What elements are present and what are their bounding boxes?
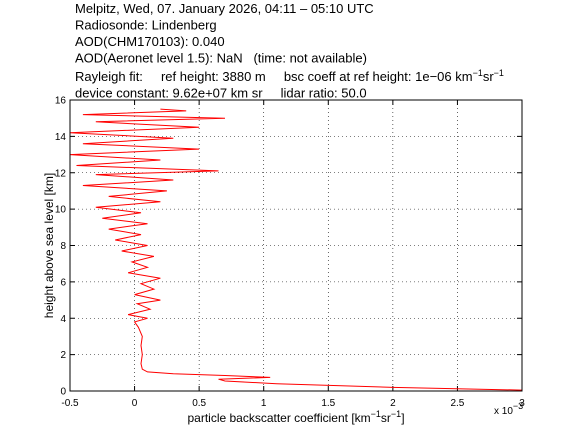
x-tick-label: 1 (261, 398, 267, 409)
header-line: Melpitz, Wed, 07. January 2026, 04:11 – … (75, 1, 374, 16)
y-tick-label: 12 (55, 168, 67, 179)
y-tick-label: 2 (60, 350, 66, 361)
text-piece: particle backscatter coefficient [km (187, 411, 370, 425)
text-piece: x 10 (494, 406, 513, 417)
text-piece: Radiosonde: Lindenberg (75, 18, 217, 33)
text-piece: sr (483, 69, 495, 84)
superscript: −1 (371, 409, 381, 419)
superscript: −3 (513, 401, 523, 411)
superscript: −1 (494, 68, 504, 78)
text-piece: ] (401, 411, 404, 425)
superscript: −1 (391, 409, 401, 419)
data-line (69, 108, 523, 391)
y-tick-label: 6 (60, 277, 66, 288)
x-tick-label: 1.5 (321, 398, 335, 409)
x-tick-label: 3 (519, 398, 525, 409)
y-tick-label: 8 (60, 241, 66, 252)
x-tick-label: 0 (132, 398, 138, 409)
y-tick-label: 4 (60, 314, 66, 325)
text-piece: Melpitz, Wed, 07. January 2026, 04:11 – … (75, 1, 374, 16)
header-line: Rayleigh fit: ref height: 3880 m bsc coe… (75, 68, 504, 84)
text-piece: AOD(CHM170103): 0.040 (75, 34, 225, 49)
x-tick-label: 2.5 (450, 398, 464, 409)
y-tick-label: 10 (55, 205, 67, 216)
header-line: device constant: 9.62e+07 km sr lidar ra… (75, 86, 367, 101)
text-piece: device constant: 9.62e+07 km sr lidar ra… (75, 86, 367, 101)
y-axis-label: height above sea level [km] (42, 173, 56, 318)
header-line: AOD(Aeronet level 1.5): NaN (time: not a… (75, 51, 367, 66)
x-exponent: x 10−3 (494, 401, 523, 417)
plot-frame (69, 99, 523, 392)
header-line: AOD(CHM170103): 0.040 (75, 34, 225, 49)
x-tick-label: -0.5 (61, 398, 79, 409)
x-tick-label: 0.5 (192, 398, 206, 409)
y-tick-label: 0 (60, 387, 66, 398)
text-piece: sr (381, 411, 391, 425)
y-tick-label: 14 (55, 132, 67, 143)
superscript: −1 (473, 68, 483, 78)
text-piece: AOD(Aeronet level 1.5): NaN (time: not a… (75, 51, 367, 66)
text-piece: Rayleigh fit: ref height: 3880 m bsc coe… (75, 69, 473, 84)
x-tick-label: 2 (390, 398, 396, 409)
header-line: Radiosonde: Lindenberg (75, 18, 217, 33)
y-tick-label: 16 (55, 96, 67, 107)
x-axis-label: particle backscatter coefficient [km−1sr… (187, 409, 404, 425)
